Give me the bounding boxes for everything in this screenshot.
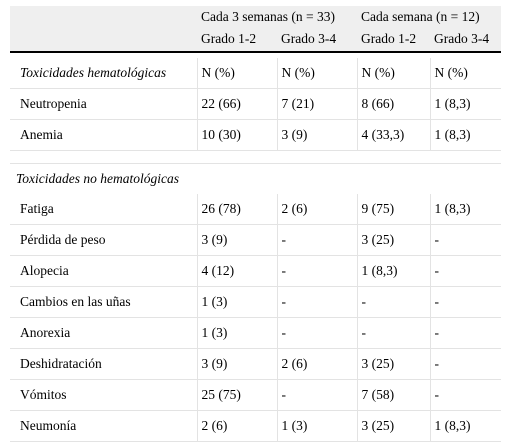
table-row: Vómitos 25 (75) -7 (58) - xyxy=(10,379,502,411)
row-value: 1 (8,3) xyxy=(429,410,502,442)
row-value: 2 (6) xyxy=(276,348,358,380)
row-label: Fatiga xyxy=(10,194,197,225)
row-label: Anemia xyxy=(10,119,197,151)
row-value: - xyxy=(429,255,502,287)
row-value: 22 (66) xyxy=(196,88,277,120)
row-label: Cambios en las uñas xyxy=(10,286,197,318)
row-value: 1 (3) xyxy=(196,317,277,349)
table-row: Deshidratación 3 (9) 2 (6) 3 (25) - xyxy=(10,348,502,380)
section-gap xyxy=(10,150,502,164)
row-value: - xyxy=(356,317,431,349)
row-label: Alopecia xyxy=(10,255,197,287)
section-title-value: N (%) xyxy=(356,58,431,89)
table-row: Alopecia 4 (12) -1 (8,3) - xyxy=(10,255,502,287)
table-subheader-row: Grado 1-2 Grado 3-4 Grado 1-2 Grado 3-4 xyxy=(10,27,502,53)
subheader-cell: Grado 1-2 xyxy=(357,27,431,53)
row-value: 3 (9) xyxy=(196,348,277,380)
row-value: - xyxy=(276,379,358,411)
table-row: Anorexia 1 (3) - - - xyxy=(10,317,502,349)
row-value: - xyxy=(276,255,358,287)
row-value: 3 (25) xyxy=(356,224,431,256)
row-value: - xyxy=(276,286,358,318)
row-value: - xyxy=(429,286,502,318)
row-value: 1 (3) xyxy=(196,286,277,318)
row-value: 3 (9) xyxy=(276,119,358,151)
section-title-row: Toxicidades hematológicas N (%) N (%) N (%)… xyxy=(10,58,502,89)
section-title: Toxicidades hematológicas xyxy=(10,58,197,89)
row-value: 8 (66) xyxy=(356,88,431,120)
row-value: 7 (21) xyxy=(276,88,358,120)
table-row: Pérdida de peso 3 (9) -3 (25) - xyxy=(10,224,502,256)
section-title-value: N (%) xyxy=(196,58,277,89)
row-value: 1 (8,3) xyxy=(429,194,502,225)
row-value: 3 (25) xyxy=(356,410,431,442)
row-value: 26 (78) xyxy=(196,194,277,225)
row-value: 1 (3) xyxy=(276,410,358,442)
row-value: 2 (6) xyxy=(196,410,277,442)
row-value: 1 (8,3) xyxy=(429,119,502,151)
row-value: 25 (75) xyxy=(196,379,277,411)
row-value: - xyxy=(429,224,502,256)
row-value: - xyxy=(429,348,502,380)
row-value: - xyxy=(276,224,358,256)
table-row: Fatiga 26 (78) 2 (6) 9 (75) 1 (8,3) xyxy=(10,194,502,225)
row-label: Vómitos xyxy=(10,379,197,411)
table-row: Neutropenia 22 (66) 7 (21) 8 (66) 1 (8,3) xyxy=(10,88,502,120)
row-value: - xyxy=(429,379,502,411)
row-value: 1 (8,3) xyxy=(356,255,431,287)
section-title-value: N (%) xyxy=(429,58,502,89)
row-value: - xyxy=(356,286,431,318)
section-title-value: N (%) xyxy=(276,58,358,89)
row-value: - xyxy=(429,317,502,349)
row-value: 3 (9) xyxy=(196,224,277,256)
row-value: 1 (8,3) xyxy=(429,88,502,120)
subheader-cell: Grado 3-4 xyxy=(430,27,502,53)
group-header-every-3-weeks: Cada 3 semanas (n = 33) xyxy=(197,6,358,27)
row-label: Neutropenia xyxy=(10,88,197,120)
toxicity-table: Cada 3 semanas (n = 33) Cada semana (n =… xyxy=(10,6,502,442)
row-label: Deshidratación xyxy=(10,348,197,380)
group-header-weekly: Cada semana (n = 12) xyxy=(357,6,502,27)
row-value: 9 (75) xyxy=(356,194,431,225)
section-title-row: Toxicidades no hematológicas xyxy=(10,164,501,195)
table-row: Neumonía 2 (6) 1 (3) 3 (25) 1 (8,3) xyxy=(10,410,502,442)
subheader-corner xyxy=(10,27,197,53)
row-value: 10 (30) xyxy=(196,119,277,151)
row-value: - xyxy=(276,317,358,349)
row-label: Neumonía xyxy=(10,410,197,442)
section-title: Toxicidades no hematológicas xyxy=(16,171,179,186)
row-value: 4 (12) xyxy=(196,255,277,287)
table-body: Toxicidades hematológicas N (%) N (%) N (%)… xyxy=(10,52,502,442)
table-group-header-row: Cada 3 semanas (n = 33) Cada semana (n =… xyxy=(10,6,502,27)
row-value: 7 (58) xyxy=(356,379,431,411)
row-value: 3 (25) xyxy=(356,348,431,380)
row-value: 4 (33,3) xyxy=(356,119,431,151)
header-corner xyxy=(10,6,197,27)
row-value: 2 (6) xyxy=(276,194,358,225)
row-label: Anorexia xyxy=(10,317,197,349)
subheader-cell: Grado 3-4 xyxy=(277,27,358,53)
subheader-cell: Grado 1-2 xyxy=(197,27,277,53)
table-row: Cambios en las uñas 1 (3) - - - xyxy=(10,286,502,318)
table-row: Anemia 10 (30) 3 (9) 4 (33,3) 1 (8,3) xyxy=(10,119,502,151)
gap-cell xyxy=(10,150,502,164)
row-label: Pérdida de peso xyxy=(10,224,197,256)
